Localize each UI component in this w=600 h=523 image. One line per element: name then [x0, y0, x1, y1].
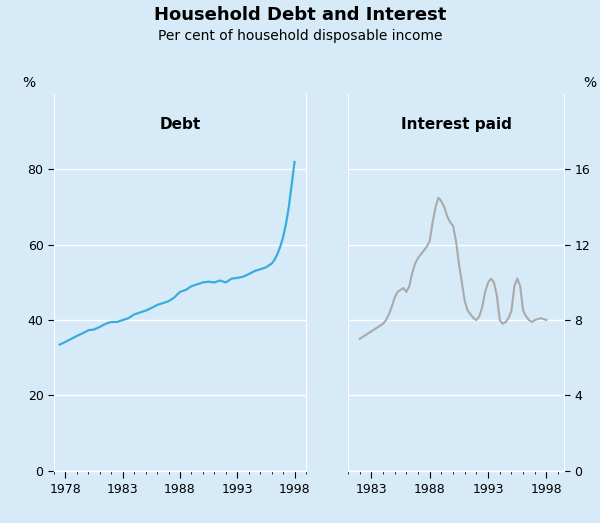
Text: Debt: Debt	[160, 117, 200, 132]
Text: Per cent of household disposable income: Per cent of household disposable income	[158, 29, 442, 43]
Text: Household Debt and Interest: Household Debt and Interest	[154, 6, 446, 24]
Text: %: %	[22, 76, 35, 90]
Text: %: %	[583, 76, 596, 90]
Text: Interest paid: Interest paid	[401, 117, 511, 132]
